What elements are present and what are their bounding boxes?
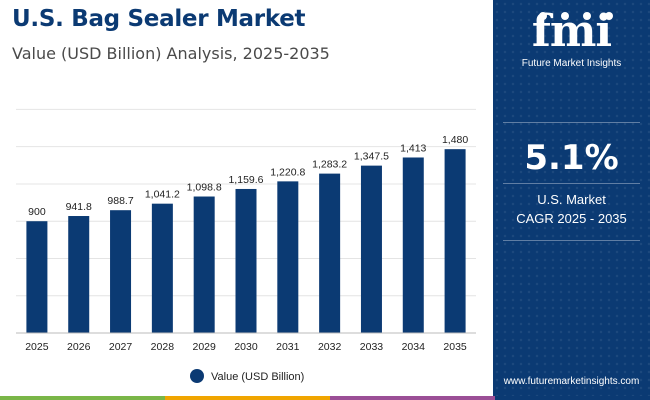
x-tick-label: 2029 — [193, 341, 217, 353]
bar-chart: 900 2025 941.8 2026 988.7 2027 1,041.2 2028 1,09… — [16, 108, 476, 383]
data-label: 900 — [28, 206, 46, 218]
x-tick-label: 2027 — [109, 341, 133, 353]
x-tick-label: 2026 — [67, 341, 91, 353]
data-label: 1,480 — [442, 134, 468, 146]
bar — [402, 157, 424, 333]
bar — [193, 196, 215, 333]
x-tick-label: 2033 — [360, 341, 384, 353]
bar — [68, 216, 90, 333]
sidebar-panel: fmi Future Market Insights 5.1% U.S. Mar… — [493, 0, 650, 400]
bar — [319, 173, 341, 333]
x-tick-label: 2035 — [443, 341, 467, 353]
cagr-label: U.S. Market CAGR 2025 - 2035 — [493, 190, 650, 228]
x-tick-label: 2030 — [234, 341, 258, 353]
divider-bottom — [503, 240, 640, 241]
data-label: 1,159.6 — [228, 174, 263, 186]
data-label: 1,041.2 — [145, 189, 180, 201]
data-label: 988.7 — [107, 195, 133, 207]
logo-icons — [539, 12, 613, 20]
data-label: 1,098.8 — [187, 182, 222, 194]
cagr-label-period: CAGR 2025 - 2035 — [516, 211, 627, 226]
website-link[interactable]: www.futuremarketinsights.com — [503, 376, 640, 387]
bottom-bar-purple — [330, 396, 495, 400]
data-label: 1,220.8 — [270, 166, 305, 178]
divider-middle — [503, 183, 640, 184]
bar — [151, 203, 173, 333]
bar — [110, 210, 132, 333]
x-tick-label: 2031 — [276, 341, 300, 353]
bar — [444, 149, 466, 333]
legend-marker — [190, 369, 204, 383]
chart-title: U.S. Bag Sealer Market — [12, 6, 306, 32]
x-tick-label: 2028 — [151, 341, 175, 353]
data-label: 1,413 — [400, 142, 426, 154]
legend-label: Value (USD Billion) — [211, 371, 304, 383]
bar — [235, 188, 257, 333]
bottom-bar-blue — [495, 396, 650, 400]
divider-top — [503, 122, 640, 123]
bottom-color-bar — [0, 396, 650, 400]
bottom-bar-orange — [165, 396, 330, 400]
logo-caption: Future Market Insights — [521, 58, 622, 69]
chart-subtitle: Value (USD Billion) Analysis, 2025-2035 — [12, 44, 330, 63]
data-label: 941.8 — [66, 201, 92, 213]
sidebar-pattern — [493, 0, 650, 400]
fmi-logo: fmi Future Market Insights — [493, 8, 650, 70]
x-tick-label: 2034 — [402, 341, 426, 353]
cagr-value: 5.1% — [524, 138, 619, 178]
cagr-label-market: U.S. Market — [537, 192, 606, 207]
x-tick-label: 2025 — [25, 341, 49, 353]
bar — [26, 221, 48, 333]
data-label: 1,283.2 — [312, 159, 347, 171]
bottom-bar-green — [0, 396, 165, 400]
x-tick-label: 2032 — [318, 341, 342, 353]
data-label: 1,347.5 — [354, 151, 389, 163]
bar — [360, 165, 382, 333]
bar — [277, 181, 299, 333]
